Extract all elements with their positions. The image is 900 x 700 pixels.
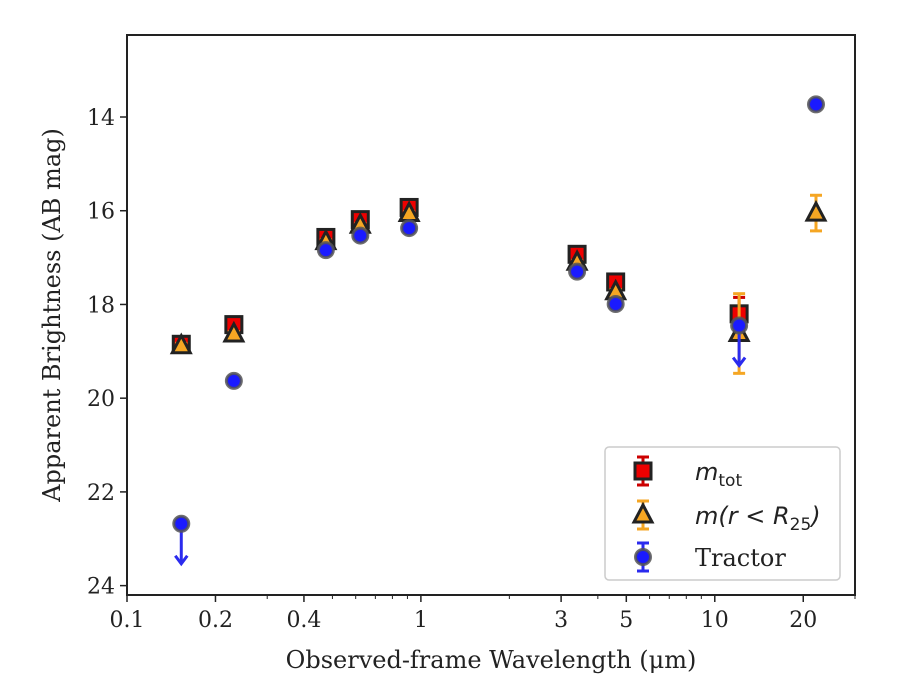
legend-label: Tractor [695, 544, 786, 572]
legend-marker-triangle [631, 501, 655, 524]
legend-label: mtot [695, 458, 742, 491]
x-tick-label: 0.4 [286, 608, 321, 633]
data-point-circle [224, 371, 243, 390]
data-point-triangle [804, 199, 828, 222]
data-point-circle [730, 316, 749, 335]
y-tick-label: 22 [87, 481, 115, 506]
x-axis-title: Observed-frame Wavelength (μm) [286, 646, 697, 674]
data-point-circle [351, 226, 370, 245]
upper-limit-head [731, 356, 747, 369]
x-tick-label: 0.2 [198, 608, 233, 633]
axes-layer: 0.1 0.2 0.4 1 3 5 10 20 14 16 18 20 22 24 [87, 34, 856, 633]
x-tick-label: 10 [701, 608, 729, 633]
legend-box [604, 446, 841, 581]
legend-marker-square [633, 461, 653, 481]
data-point-triangle [169, 332, 193, 355]
upper-limit-head [174, 554, 189, 567]
y-tick-label: 20 [87, 387, 115, 412]
legend: mtot m(r < R25) Tractor [604, 446, 841, 581]
plot-frame [126, 34, 856, 596]
data-point-circle [316, 241, 335, 260]
y-tick-label: 14 [87, 106, 115, 131]
legend-entry-triangle: m(r < R25) [631, 499, 821, 535]
y-tick-label: 18 [87, 293, 115, 318]
series-triangle [169, 193, 828, 375]
legend-entry-square: mtot [633, 455, 742, 491]
legend-marker-circle [634, 548, 652, 566]
data-point-circle [400, 219, 419, 238]
x-tick-label: 1 [414, 608, 428, 633]
data-point-circle [806, 95, 825, 114]
x-tick-label: 5 [619, 608, 633, 633]
x-tick-label: 20 [789, 608, 817, 633]
y-tick-label: 24 [87, 575, 115, 600]
x-tick-label: 0.1 [110, 608, 145, 633]
plot-layer [169, 95, 828, 567]
y-axis-title: Apparent Brightness (AB mag) [38, 128, 66, 503]
series-circle [172, 95, 825, 567]
y-tick-label: 16 [87, 200, 115, 225]
series-square [171, 197, 749, 354]
legend-label: m(r < R25) [695, 502, 821, 535]
data-point-circle [172, 514, 191, 533]
data-point-circle [568, 262, 587, 281]
data-point-triangle [222, 320, 246, 343]
legend-entry-circle: Tractor [634, 541, 786, 573]
data-point-circle [606, 294, 625, 313]
x-tick-label: 3 [554, 608, 568, 633]
